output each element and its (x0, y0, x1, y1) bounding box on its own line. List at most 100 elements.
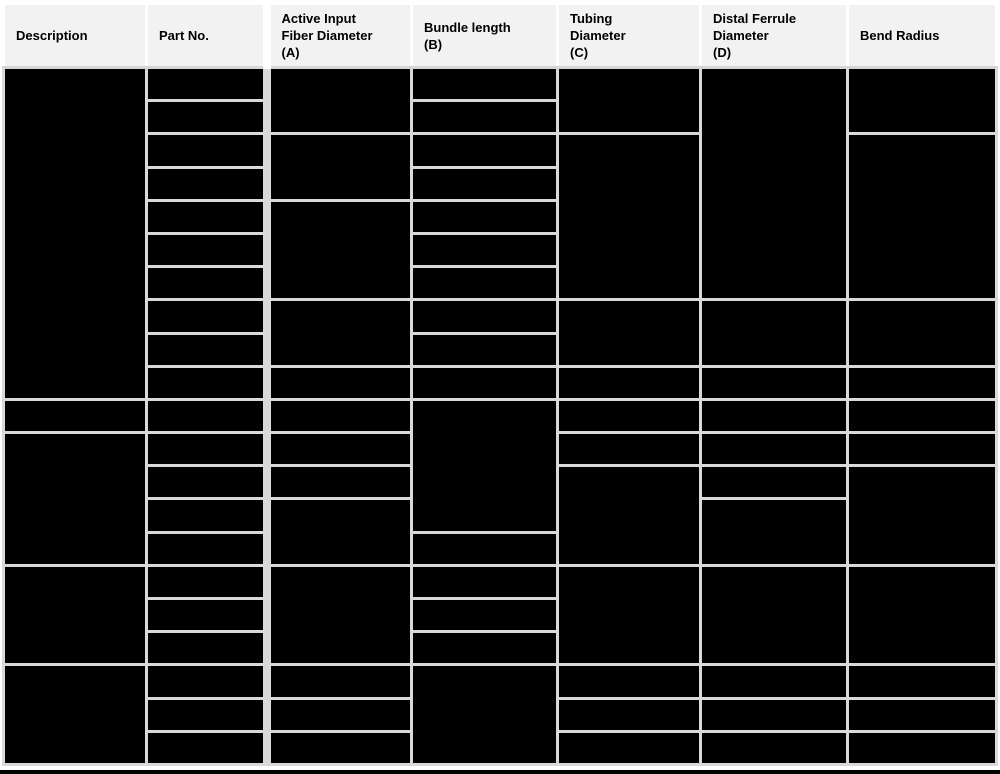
cell-active-diameter-redacted (262, 198, 413, 302)
cell-active-diameter-redacted (262, 431, 413, 468)
cell-tubing-diameter-redacted (556, 464, 702, 567)
cell-tubing-diameter-redacted (556, 563, 702, 667)
cell-bend-radius-redacted (846, 132, 998, 302)
cell-tubing-diameter-redacted (556, 65, 702, 136)
cell-bundle-length-redacted (410, 231, 559, 269)
cell-distal-ferrule-redacted (699, 464, 849, 501)
cell-part-no-redacted (145, 729, 268, 766)
cell-part-no-redacted (145, 331, 268, 368)
table-row (4, 265, 997, 302)
cell-part-no-redacted (145, 663, 268, 700)
cell-bundle-length-redacted (410, 530, 559, 567)
table-row (2, 663, 998, 766)
cell-part-no-redacted (145, 132, 268, 169)
cell-bundle-length-redacted (410, 165, 559, 202)
cell-distal-ferrule-redacted (699, 397, 849, 435)
cell-bend-radius-redacted (846, 65, 998, 136)
cell-distal-ferrule-redacted (699, 431, 849, 468)
cell-bend-radius-redacted (846, 364, 998, 401)
col-header-bundle-length: Bundle length (B) (410, 2, 559, 69)
cell-distal-ferrule-redacted (699, 497, 849, 567)
col-header-active-input-fiber-diameter: Active Input Fiber Diameter (A) (262, 2, 413, 69)
cell-tubing-diameter-redacted (556, 132, 702, 302)
cell-distal-ferrule-redacted (699, 729, 849, 766)
cell-bend-radius-redacted (846, 663, 998, 700)
cell-tubing-diameter-redacted (556, 696, 702, 733)
cell-distal-ferrule-redacted (699, 65, 849, 302)
table-row (4, 464, 998, 567)
cell-active-diameter-redacted (262, 696, 413, 733)
cell-part-no-redacted (145, 431, 268, 468)
table-row (4, 231, 997, 269)
cell-description-redacted (2, 66, 148, 401)
cell-bundle-length-redacted (410, 397, 559, 534)
cell-bend-radius-redacted (846, 464, 998, 567)
table-row (4, 696, 998, 733)
cell-bend-radius-redacted (846, 729, 998, 766)
cell-part-no-redacted (145, 265, 268, 302)
cell-tubing-diameter-redacted (556, 663, 702, 700)
cell-active-diameter-redacted (262, 464, 413, 501)
cell-bend-radius-redacted (846, 563, 998, 667)
cell-bend-radius-redacted (846, 298, 998, 368)
cell-part-no-redacted (145, 464, 268, 501)
table-row (4, 630, 997, 667)
cell-part-no-redacted (145, 198, 268, 235)
cell-description-redacted (2, 397, 148, 435)
table-row (2, 563, 998, 667)
cell-bundle-length-redacted (410, 596, 559, 634)
cell-part-no-redacted (145, 298, 268, 335)
cell-bundle-length-redacted (410, 132, 559, 169)
cell-bundle-length-redacted (410, 663, 559, 766)
col-header-distal-ferrule-diameter: Distal Ferrule Diameter (D) (699, 2, 849, 69)
table-row (4, 99, 997, 136)
cell-bundle-length-redacted (410, 630, 559, 667)
cell-bundle-length-redacted (410, 298, 559, 335)
cell-description-redacted (2, 563, 148, 667)
cell-part-no-redacted (145, 596, 268, 634)
cell-part-no-redacted (145, 530, 268, 567)
cell-bundle-length-redacted (410, 99, 559, 136)
cell-bundle-length-redacted (410, 364, 559, 401)
cell-part-no-redacted (145, 497, 268, 534)
cell-bundle-length-redacted (410, 563, 559, 601)
table-row (4, 530, 997, 567)
cell-part-no-redacted (145, 99, 268, 136)
cell-description-redacted (2, 431, 148, 567)
cell-part-no-redacted (145, 696, 268, 733)
cell-bundle-length-redacted (410, 331, 559, 368)
cell-active-diameter-redacted (262, 563, 413, 667)
cell-bend-radius-redacted (846, 696, 998, 733)
cell-bundle-length-redacted (410, 198, 559, 235)
cell-distal-ferrule-redacted (699, 696, 849, 733)
cell-active-diameter-redacted (262, 132, 413, 202)
cell-distal-ferrule-redacted (699, 298, 849, 368)
cell-part-no-redacted (145, 364, 268, 401)
cell-tubing-diameter-redacted (556, 729, 702, 766)
table-row (4, 497, 997, 567)
cell-part-no-redacted (145, 65, 268, 103)
col-header-bend-radius: Bend Radius (846, 2, 998, 69)
cell-part-no-redacted (145, 397, 268, 435)
table-row (2, 65, 998, 401)
table-row (2, 431, 998, 567)
cell-part-no-redacted (145, 630, 268, 667)
cell-part-no-redacted (145, 231, 268, 269)
cell-active-diameter-redacted (262, 298, 413, 368)
table-row (4, 132, 998, 302)
table-row (4, 331, 997, 368)
cell-description-redacted (2, 663, 148, 766)
cell-active-diameter-redacted (262, 663, 413, 700)
cell-bundle-length-redacted (410, 265, 559, 302)
cell-active-diameter-redacted (262, 397, 413, 435)
cell-active-diameter-redacted (262, 65, 413, 136)
table-row (4, 198, 997, 302)
table-row (4, 364, 998, 401)
cell-bend-radius-redacted (846, 397, 998, 435)
table-row (4, 729, 998, 766)
cell-part-no-redacted (145, 165, 268, 202)
table-row (4, 165, 997, 202)
cell-part-no-redacted (145, 563, 268, 601)
cell-bend-radius-redacted (846, 431, 998, 468)
